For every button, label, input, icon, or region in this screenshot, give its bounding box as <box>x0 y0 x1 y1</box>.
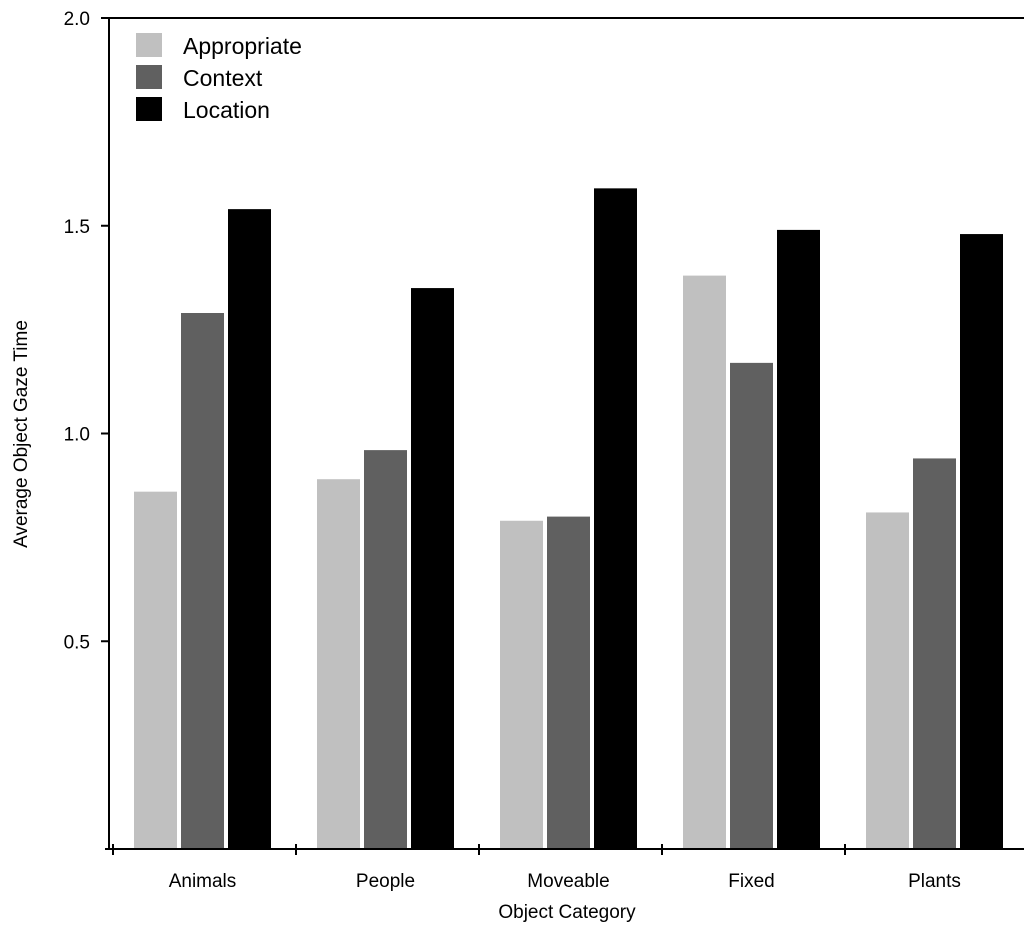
x-axis-title: Object Category <box>498 902 636 923</box>
bar-moveable-context <box>547 516 590 849</box>
bar-fixed-location <box>777 229 820 849</box>
bar-fixed-context <box>730 362 773 849</box>
legend-label: Appropriate <box>183 33 302 59</box>
bar-plants-appropriate <box>866 512 909 849</box>
bar-animals-location <box>228 209 271 849</box>
legend: Appropriate Context Location <box>136 33 302 123</box>
bar-people-appropriate <box>317 479 360 849</box>
legend-swatch <box>136 65 162 89</box>
y-tick-label: 0.5 <box>64 632 90 653</box>
legend-swatch <box>136 33 162 57</box>
x-tick-label: Moveable <box>527 871 609 892</box>
x-tick-label: People <box>356 871 415 892</box>
y-tick-label: 1.0 <box>64 425 90 446</box>
x-tick-label: Plants <box>908 871 961 892</box>
bar-moveable-location <box>594 188 637 850</box>
y-axis-title: Average Object Gaze Time <box>11 320 32 548</box>
bar-people-context <box>364 450 407 849</box>
bar-fixed-appropriate <box>683 275 726 849</box>
x-tick-label: Animals <box>169 871 237 892</box>
ticks-group: 0.5 1.0 1.5 2.0 Animals People Moveable Fixed Pl… <box>64 9 961 892</box>
bar-plants-location <box>960 234 1003 849</box>
bar-animals-appropriate <box>134 491 177 849</box>
legend-label: Context <box>183 65 263 91</box>
bar-people-location <box>411 288 454 849</box>
y-tick-label: 2.0 <box>64 9 90 30</box>
legend-label: Location <box>183 97 270 123</box>
x-tick-label: Fixed <box>728 871 774 892</box>
bar-moveable-appropriate <box>500 520 543 849</box>
bar-animals-context <box>181 313 224 849</box>
legend-swatch <box>136 97 162 121</box>
y-tick-label: 1.5 <box>64 217 90 238</box>
bars-group <box>134 188 1003 850</box>
bar-plants-context <box>913 458 956 849</box>
